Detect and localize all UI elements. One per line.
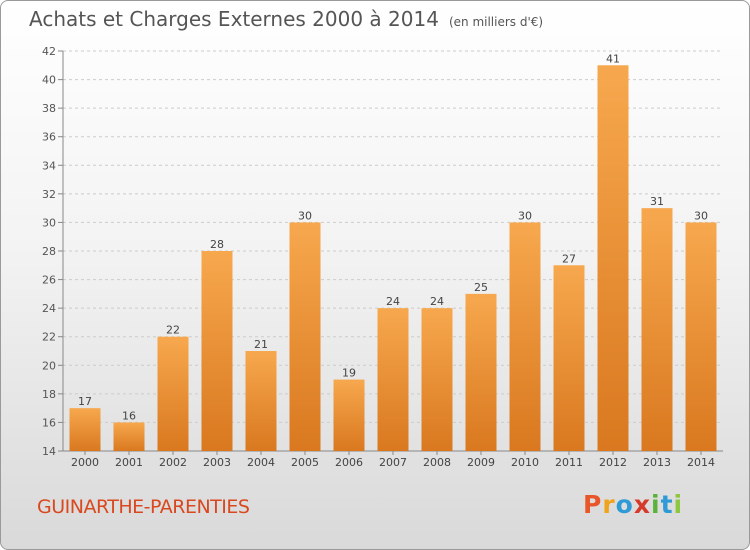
logo-letter: o <box>615 490 634 519</box>
bar <box>289 222 321 451</box>
unit-label: (en milliers d'€) <box>448 15 544 29</box>
x-tick-label: 2000 <box>71 456 99 469</box>
bar <box>201 251 233 451</box>
bar <box>245 351 277 451</box>
data-label: 16 <box>122 409 136 422</box>
bar <box>685 222 717 451</box>
bar <box>553 265 585 451</box>
logo-letter: i <box>651 490 661 519</box>
bar <box>69 408 101 451</box>
data-label: 25 <box>474 281 488 294</box>
data-label: 30 <box>298 209 312 222</box>
y-tick-label: 36 <box>42 131 56 144</box>
proxiti-logo: Proxiti <box>583 490 683 519</box>
logo-letter: x <box>633 490 651 519</box>
bar <box>333 379 365 451</box>
x-tick-label: 2006 <box>335 456 363 469</box>
logo-letter: P <box>583 490 603 519</box>
data-label: 30 <box>694 209 708 222</box>
data-label: 41 <box>606 52 620 65</box>
bar <box>509 222 541 451</box>
x-tick-label: 2012 <box>599 456 627 469</box>
data-label: 31 <box>650 195 664 208</box>
x-tick-label: 2004 <box>247 456 275 469</box>
y-tick-label: 34 <box>42 159 56 172</box>
y-tick-label: 14 <box>42 445 56 458</box>
y-tick-label: 20 <box>42 359 56 372</box>
x-tick-label: 2009 <box>467 456 495 469</box>
bar <box>465 293 497 451</box>
data-label: 17 <box>78 395 92 408</box>
x-tick-label: 2011 <box>555 456 583 469</box>
chart-title: Achats et Charges Externes 2000 à 2014 (e… <box>29 7 543 31</box>
x-tick-label: 2003 <box>203 456 231 469</box>
y-tick-label: 16 <box>42 416 56 429</box>
y-tick-label: 28 <box>42 245 56 258</box>
x-tick-label: 2001 <box>115 456 143 469</box>
y-tick-label: 18 <box>42 388 56 401</box>
x-tick-label: 2014 <box>687 456 715 469</box>
bar <box>113 422 145 451</box>
title-text: Achats et Charges Externes 2000 à 2014 <box>29 7 439 31</box>
data-label: 24 <box>386 295 400 308</box>
x-tick-label: 2013 <box>643 456 671 469</box>
y-tick-label: 42 <box>42 45 56 58</box>
y-tick-label: 22 <box>42 331 56 344</box>
x-tick-label: 2005 <box>291 456 319 469</box>
x-tick-label: 2002 <box>159 456 187 469</box>
bar <box>641 208 673 451</box>
bar <box>597 65 629 452</box>
x-tick-label: 2008 <box>423 456 451 469</box>
y-tick-label: 30 <box>42 216 56 229</box>
data-label: 21 <box>254 338 268 351</box>
data-label: 24 <box>430 295 444 308</box>
bar <box>377 308 409 451</box>
commune-name: GUINARTHE-PARENTIES <box>37 496 250 518</box>
data-label: 30 <box>518 209 532 222</box>
bar <box>157 336 189 451</box>
logo-letter: i <box>673 490 684 519</box>
logo-letter: t <box>660 490 674 519</box>
data-label: 27 <box>562 252 576 265</box>
data-label: 19 <box>342 367 356 380</box>
data-label: 28 <box>210 238 224 251</box>
data-label: 22 <box>166 324 180 337</box>
y-tick-label: 26 <box>42 274 56 287</box>
logo-letter: r <box>602 490 616 519</box>
x-tick-label: 2010 <box>511 456 539 469</box>
y-tick-label: 24 <box>42 302 56 315</box>
y-tick-label: 38 <box>42 102 56 115</box>
bar <box>421 308 453 451</box>
y-tick-label: 32 <box>42 188 56 201</box>
x-tick-label: 2007 <box>379 456 407 469</box>
y-tick-label: 40 <box>42 74 56 87</box>
